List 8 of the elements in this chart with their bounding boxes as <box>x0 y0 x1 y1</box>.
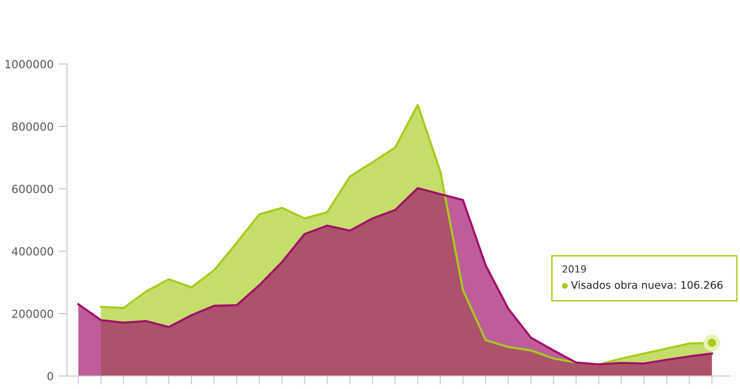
annotation: Visados obra nueva: 106.266 <box>570 280 723 289</box>
y-tick-label: 0 <box>47 372 54 380</box>
y-tick-label: 600000 <box>12 184 54 194</box>
y-tick-label: 800000 <box>12 122 54 131</box>
annotation: 2019 <box>562 265 586 273</box>
y-tick-label: 400000 <box>12 247 54 256</box>
y-tick-label: 1000000 <box>6 60 54 68</box>
y-tick-label: 200000 <box>12 310 54 318</box>
